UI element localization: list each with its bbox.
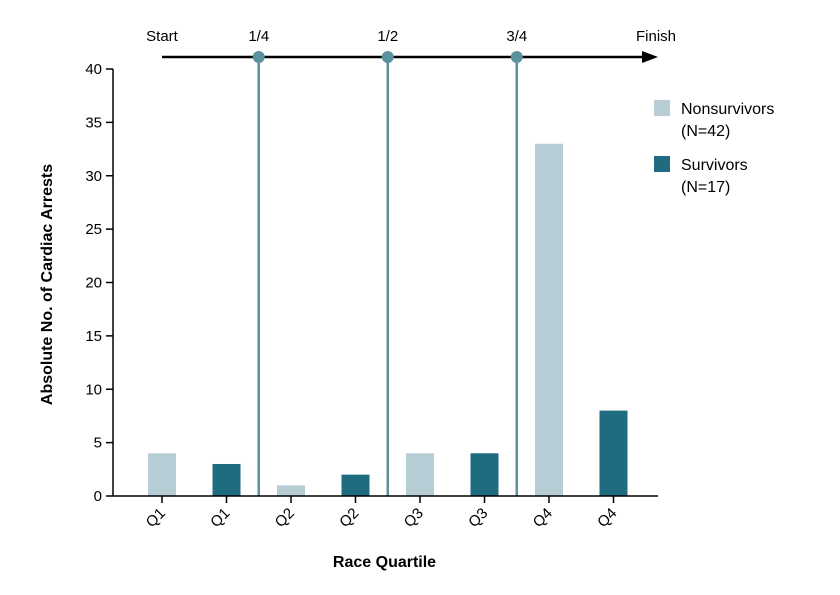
- y-tick-label: 5: [94, 435, 102, 452]
- progress-label: Finish: [636, 28, 676, 45]
- y-tick-label: 10: [85, 381, 102, 398]
- y-tick-label: 15: [85, 328, 102, 345]
- x-tick-label: Q3: [401, 505, 427, 531]
- legend: Nonsurvivors (N=42) Survivors (N=17): [654, 100, 774, 196]
- bar-nonsurvivors: [148, 453, 176, 496]
- x-tick-label: Q1: [143, 505, 169, 531]
- legend-swatch-nonsurvivors: [654, 100, 670, 116]
- y-tick-label: 30: [85, 168, 102, 185]
- progress-axis: Start 1/4 1/2 3/4 Finish: [146, 28, 676, 63]
- bar-survivors: [599, 410, 628, 496]
- progress-arrow-head: [642, 51, 658, 63]
- y-tick-label: 0: [94, 488, 102, 505]
- y-axis-title: Absolute No. of Cardiac Arrests: [39, 164, 56, 405]
- y-tick-label: 40: [85, 61, 102, 78]
- legend-label-survivors: Survivors: [681, 157, 748, 174]
- x-tick-label: Q2: [336, 505, 362, 531]
- legend-count-nonsurvivors: (N=42): [681, 123, 730, 140]
- progress-marker-dot: [381, 51, 394, 63]
- bar-nonsurvivors: [277, 485, 305, 496]
- x-axis-title: Race Quartile: [333, 554, 436, 571]
- x-tick-label: Q1: [207, 505, 233, 531]
- bar-survivors: [212, 463, 241, 496]
- y-ticks: 0 5 10 15 20 25 30 35 40: [85, 61, 113, 505]
- bars-layer: [148, 143, 628, 496]
- bar-nonsurvivors: [535, 143, 563, 496]
- progress-marker-layer: [257, 57, 518, 496]
- bar-survivors: [341, 474, 370, 496]
- y-tick-label: 20: [85, 275, 102, 292]
- progress-label: 1/2: [377, 28, 398, 45]
- progress-label: Start: [146, 28, 179, 45]
- progress-label: 1/4: [248, 28, 269, 45]
- x-tick-label: Q3: [465, 505, 491, 531]
- bar-survivors: [470, 453, 499, 496]
- x-ticks: Q1 Q1 Q2 Q2 Q3 Q3 Q4 Q4: [143, 496, 620, 531]
- legend-count-survivors: (N=17): [681, 179, 730, 196]
- progress-marker-dot: [510, 51, 523, 63]
- axes-layer: [112, 69, 658, 497]
- bar-nonsurvivors: [406, 453, 434, 496]
- x-tick-label: Q4: [594, 505, 620, 531]
- y-tick-label: 35: [85, 114, 102, 131]
- x-tick-label: Q4: [530, 505, 556, 531]
- x-tick-label: Q2: [272, 505, 298, 531]
- legend-label-nonsurvivors: Nonsurvivors: [681, 101, 774, 118]
- progress-label: 3/4: [506, 28, 527, 45]
- progress-marker-dot: [252, 51, 265, 63]
- y-tick-label: 25: [85, 221, 102, 238]
- legend-swatch-survivors: [654, 156, 670, 172]
